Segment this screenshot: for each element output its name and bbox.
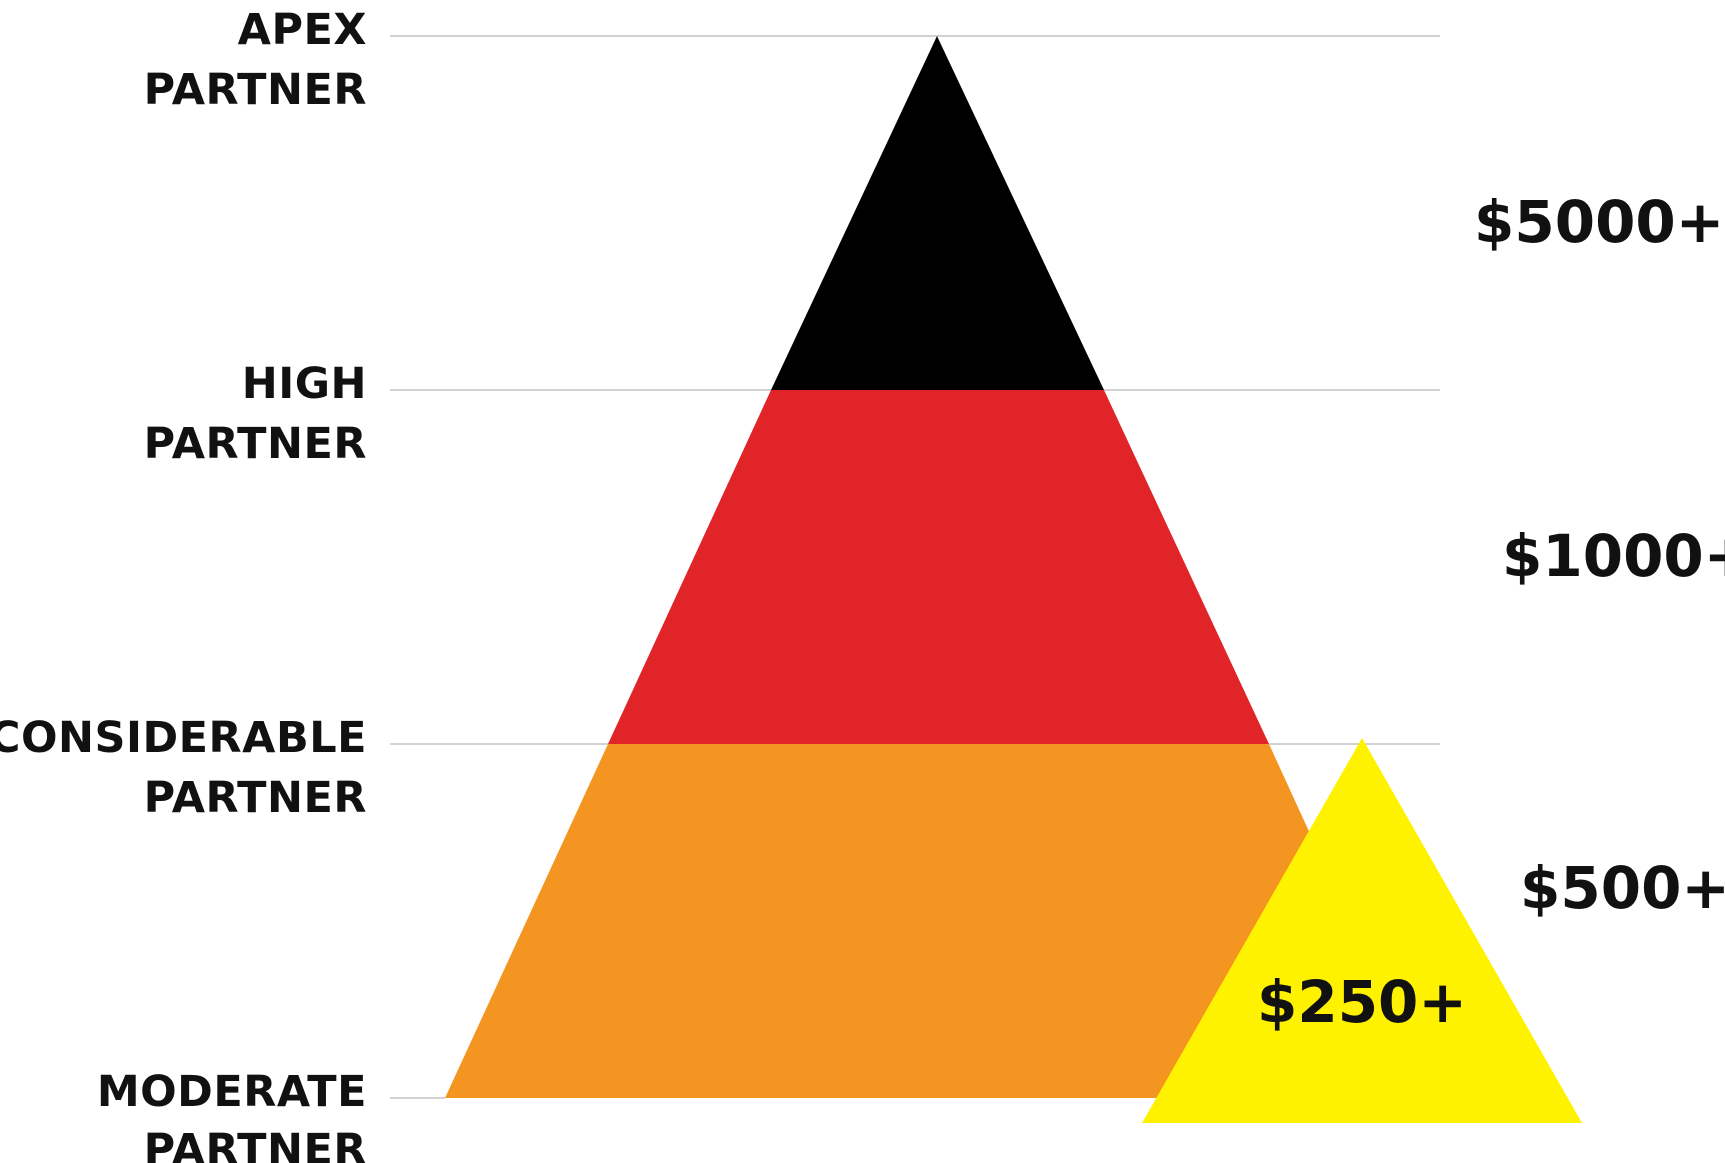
price-label-moderate: $250+ [1257,968,1467,1036]
tier-label-moderate-line2: PARTNER [144,1125,367,1163]
tier-label-considerable-line1: CONSIDERABLE [0,713,367,763]
tier-label-considerable-line2: PARTNER [144,773,367,823]
price-label-apex: $5000+ [1474,188,1724,256]
pyramid-band-apex [771,36,1104,390]
pyramid-band-considerable [445,744,1431,1098]
tier-label-high-line1: HIGH [242,359,367,409]
price-label-high: $1000+ [1502,522,1725,590]
tier-label-apex-line2: PARTNER [144,65,367,115]
tier-label-apex-line1: APEX [238,5,367,55]
price-label-considerable: $500+ [1520,854,1725,922]
pyramid-band-high [608,390,1269,744]
tier-label-moderate-line1: MODERATE [97,1067,367,1117]
moderate-tier-triangle [1142,738,1582,1123]
tier-label-high-line2: PARTNER [144,419,367,469]
